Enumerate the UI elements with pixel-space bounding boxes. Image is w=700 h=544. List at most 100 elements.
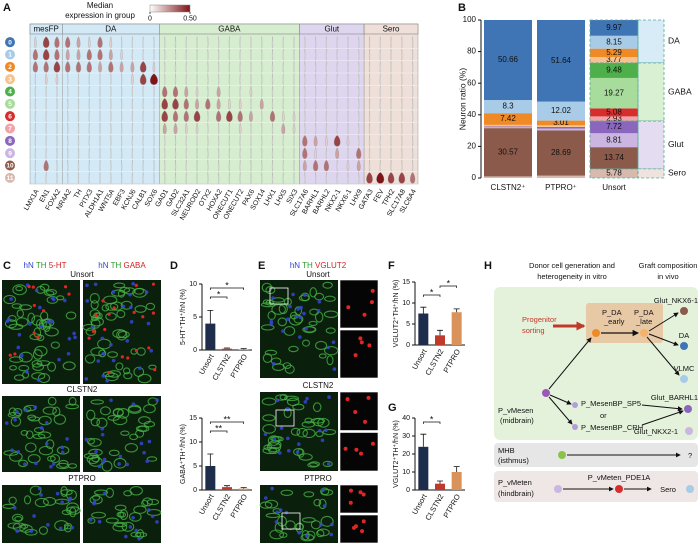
micrograph-texture: [101, 351, 106, 356]
micrograph-texture: [53, 414, 67, 425]
micrograph-texture: [46, 455, 56, 462]
violin: [185, 135, 187, 147]
micrograph-texture: [302, 311, 306, 316]
violin: [282, 147, 284, 159]
micrograph-texture: [10, 416, 22, 427]
violin: [336, 110, 338, 122]
micrograph-texture: [109, 342, 113, 347]
group-label: GABA: [668, 86, 692, 96]
violin: [164, 147, 166, 159]
micrograph-texture: [101, 304, 110, 312]
significance-bracket: [209, 430, 228, 433]
significance-bracket: [209, 421, 245, 424]
micrograph-texture: [329, 532, 334, 537]
micrograph-texture: [120, 430, 130, 436]
violin: [99, 122, 101, 135]
cluster-label: 2: [8, 64, 12, 71]
error-bar: [240, 487, 247, 489]
colorbar: [149, 4, 191, 13]
micrograph-texture: [370, 441, 375, 446]
significance-label: *: [225, 280, 229, 290]
violin: [336, 73, 338, 85]
violin: [379, 85, 381, 98]
y-tick-label: 10: [402, 300, 410, 307]
micrograph-texture: [267, 310, 276, 321]
micrograph-texture: [16, 450, 21, 454]
violin: [207, 85, 209, 98]
violin: [336, 172, 338, 184]
micrograph-texture: [23, 462, 27, 466]
micrograph-texture: [47, 396, 57, 406]
micrograph-texture: [60, 445, 65, 450]
node-label: (isthmus): [498, 456, 529, 465]
micrograph-texture: [27, 454, 41, 464]
y-tick-label: 10: [189, 439, 197, 446]
micrograph-texture: [132, 310, 136, 315]
micrograph-texture: [27, 414, 37, 421]
cluster-label: 4: [8, 89, 12, 96]
micrograph-texture: [113, 521, 128, 528]
micrograph-texture: [37, 373, 51, 384]
violin: [261, 147, 263, 159]
bar: [435, 335, 445, 345]
micrograph-texture: [69, 507, 77, 518]
node: [592, 329, 600, 337]
violin: [86, 61, 92, 73]
micrograph-texture: [284, 364, 295, 374]
violin: [379, 36, 381, 48]
micrograph-texture: [8, 353, 12, 357]
violin: [228, 135, 230, 147]
micrograph-texture: [299, 305, 303, 310]
x-tick-label: PTPRO⁺: [545, 183, 577, 192]
micrograph-texture: [324, 428, 328, 433]
violin: [183, 98, 189, 110]
cluster-label: 1: [8, 52, 12, 59]
bar: [418, 313, 429, 345]
violin: [121, 122, 123, 135]
violin: [390, 147, 392, 159]
violin: [121, 135, 123, 147]
violin: [205, 98, 211, 110]
micrograph-texture: [153, 368, 157, 372]
micrograph-texture: [269, 321, 274, 326]
violin: [325, 73, 327, 85]
violin: [259, 97, 264, 110]
violin: [174, 159, 177, 172]
micrograph-texture: [302, 293, 307, 297]
micrograph-texture: [24, 408, 28, 412]
micrograph-texture: [39, 426, 44, 430]
violin: [119, 60, 124, 73]
micrograph-texture: [13, 408, 23, 417]
violin: [239, 172, 241, 184]
violin: [356, 159, 361, 172]
micrograph-texture: [316, 529, 325, 538]
violin: [412, 135, 414, 147]
node-label: VLMC: [674, 364, 695, 373]
violin: [34, 110, 36, 122]
micrograph-texture: [269, 529, 284, 540]
micrograph-texture: [317, 299, 322, 304]
violin: [142, 122, 144, 135]
micrograph-texture: [20, 429, 29, 436]
violin: [54, 36, 60, 48]
y-tick-label: 0: [406, 342, 410, 349]
micrograph-texture: [265, 512, 281, 519]
violin: [271, 172, 274, 184]
micrograph-texture: [305, 396, 309, 401]
colorbar-title: expression in group: [65, 11, 135, 20]
violin: [34, 122, 36, 135]
value-label: 8.15: [606, 37, 622, 46]
group-label: DA: [105, 25, 117, 34]
violin: [77, 135, 80, 147]
violin: [282, 73, 284, 85]
violin: [108, 48, 113, 61]
micrograph-texture: [52, 406, 61, 417]
bar-segment: [484, 113, 532, 125]
micrograph-texture: [279, 426, 284, 430]
micrograph-texture: [86, 409, 96, 421]
violin: [250, 122, 252, 135]
violin: [282, 172, 284, 184]
stain-name: hN: [98, 261, 108, 270]
micrograph-texture: [27, 285, 31, 289]
cluster-marker: [5, 74, 15, 85]
